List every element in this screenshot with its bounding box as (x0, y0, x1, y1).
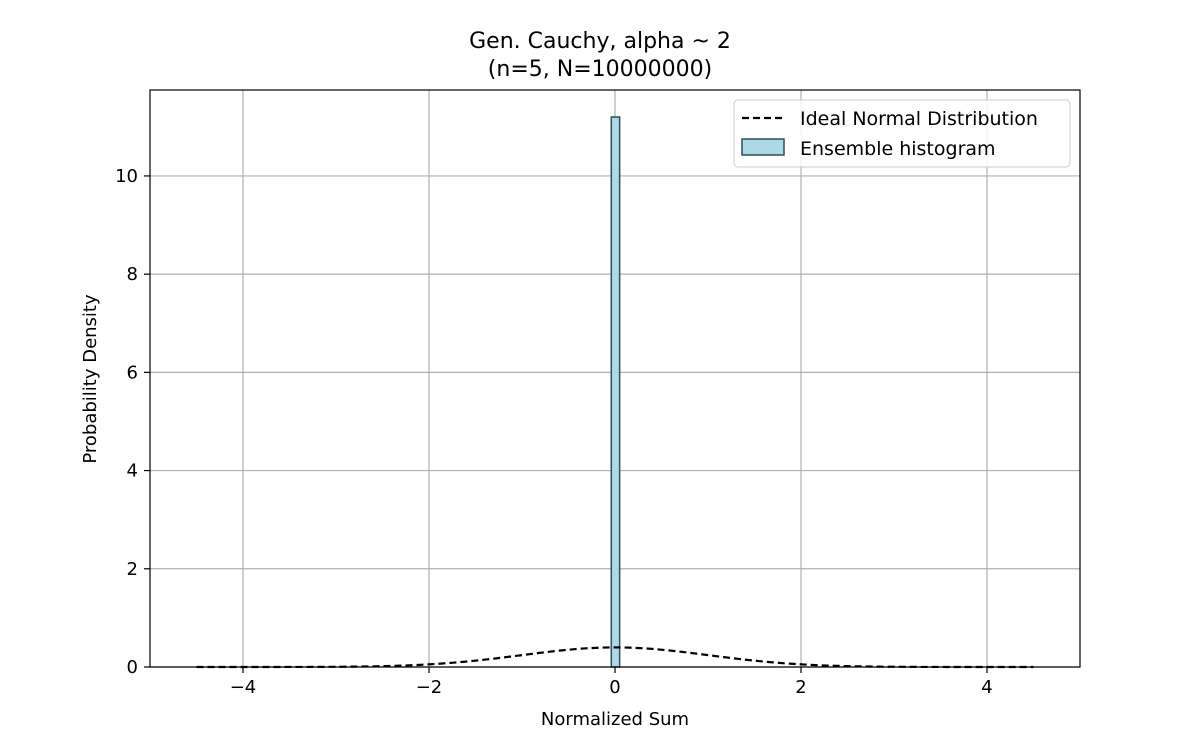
y-tick-label: 8 (127, 264, 138, 285)
chart-title: Gen. Cauchy, alpha ~ 2 (469, 29, 731, 54)
y-tick-label: 6 (127, 362, 138, 383)
legend-histogram-label: Ensemble histogram (800, 138, 996, 160)
histogram-bar (610, 116, 621, 668)
legend-normal-label: Ideal Normal Distribution (800, 108, 1038, 130)
legend-box (733, 99, 1071, 168)
x-tick-label: 4 (981, 677, 992, 698)
legend-histogram-swatch (741, 138, 785, 156)
x-tick-label: −4 (230, 677, 257, 698)
axis-ticks: −4 −2 0 2 4 0 2 4 6 8 10 (115, 166, 993, 698)
x-tick-label: −2 (416, 677, 443, 698)
histogram-bars (610, 116, 621, 668)
legend: Ideal Normal Distribution Ensemble histo… (733, 99, 1071, 168)
x-tick-label: 2 (795, 677, 806, 698)
y-tick-label: 10 (115, 166, 138, 187)
y-tick-label: 0 (127, 657, 138, 678)
y-axis-label: Probability Density (80, 294, 101, 464)
y-tick-label: 2 (127, 559, 138, 580)
chart-subtitle: (n=5, N=10000000) (487, 57, 713, 82)
y-tick-label: 4 (127, 461, 138, 482)
x-axis-label: Normalized Sum (541, 709, 689, 730)
x-tick-label: 0 (609, 677, 620, 698)
